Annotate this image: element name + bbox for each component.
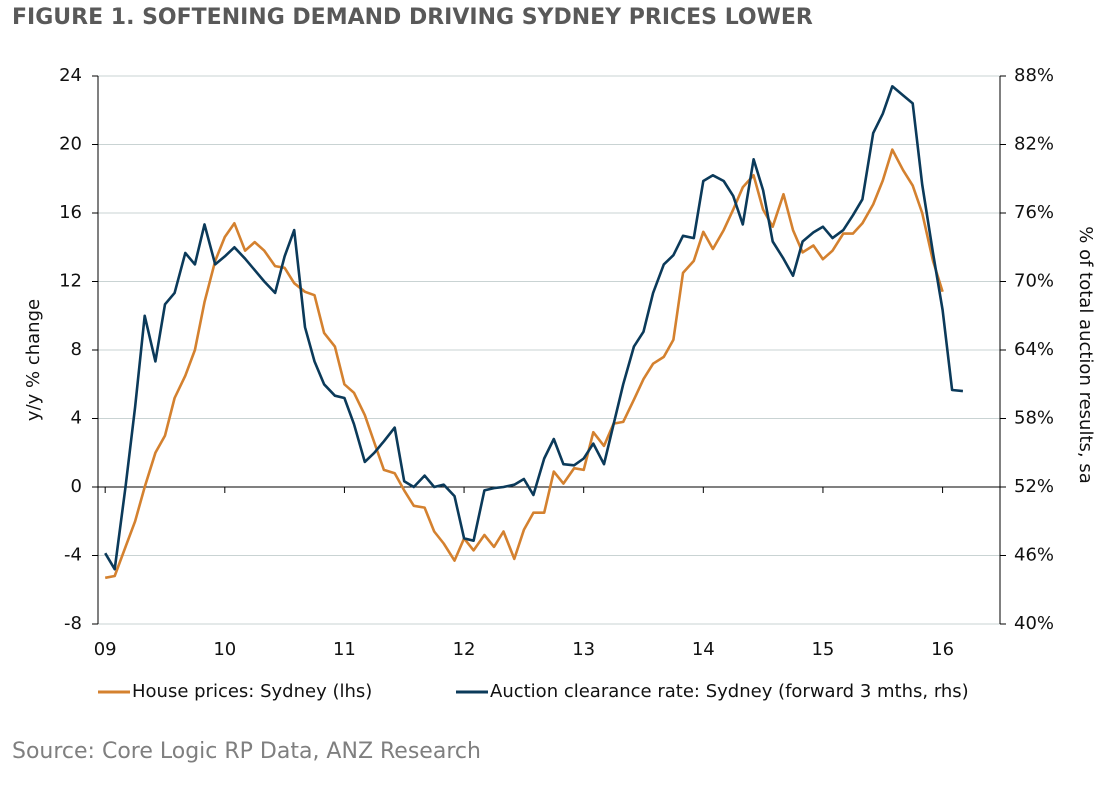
y2-tick-label: 52% <box>1014 476 1054 497</box>
x-tick-label: 11 <box>333 639 356 660</box>
x-tick-label: 09 <box>94 639 117 660</box>
y-tick-label: -4 <box>64 545 82 566</box>
legend-label: House prices: Sydney (lhs) <box>132 681 372 702</box>
chart-title: FIGURE 1. SOFTENING DEMAND DRIVING SYDNE… <box>12 5 813 30</box>
y-tick-label: 8 <box>71 339 82 360</box>
x-tick-label: 15 <box>811 639 834 660</box>
series-line <box>104 148 944 580</box>
x-tick-label: 10 <box>213 639 236 660</box>
x-tick-label: 12 <box>453 639 476 660</box>
source: Source: Core Logic RP Data, ANZ Research <box>12 739 481 764</box>
legend-label: Auction clearance rate: Sydney (forward … <box>490 681 969 702</box>
y2-tick-label: 64% <box>1014 339 1054 360</box>
y2-axis-label: % of total auction results, sa <box>1075 226 1096 483</box>
y-tick-label: 20 <box>59 134 82 155</box>
y2-tick-label: 70% <box>1014 271 1054 292</box>
y-tick-label: 16 <box>59 202 82 223</box>
x-tick-label: 14 <box>692 639 715 660</box>
x-tick-label: 16 <box>931 639 954 660</box>
y-tick-label: 0 <box>71 476 82 497</box>
y-axis-label: y/y % change <box>23 299 44 421</box>
y2-tick-label: 88% <box>1014 65 1054 86</box>
x-tick-label: 13 <box>572 639 595 660</box>
y-tick-label: 12 <box>59 271 82 292</box>
y2-tick-label: 46% <box>1014 545 1054 566</box>
y-tick-label: -8 <box>64 613 82 634</box>
y2-tick-label: 82% <box>1014 134 1054 155</box>
series-line <box>104 85 964 571</box>
y2-tick-label: 58% <box>1014 408 1054 429</box>
y2-tick-label: 76% <box>1014 202 1054 223</box>
y-tick-label: 4 <box>71 408 82 429</box>
y-tick-label: 24 <box>59 65 82 86</box>
y2-tick-label: 40% <box>1014 613 1054 634</box>
